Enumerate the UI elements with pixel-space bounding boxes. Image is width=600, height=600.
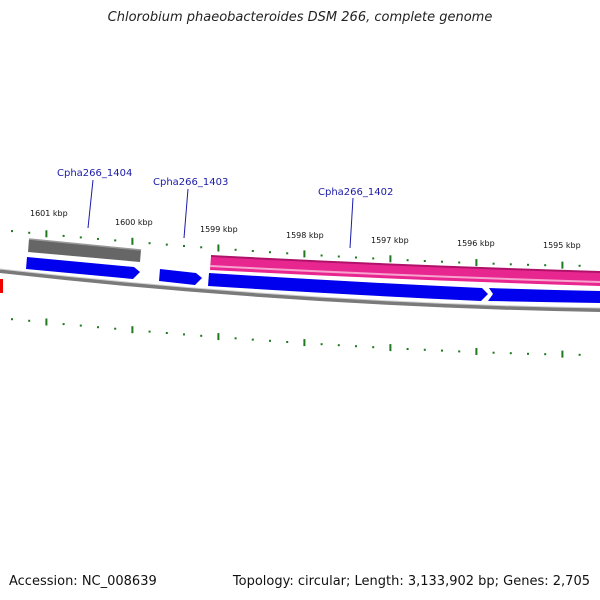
accession-text: Accession: NC_008639 [9,574,157,589]
gene-leader-1403 [183,188,189,239]
minor-tick [355,345,357,348]
minor-tick [320,254,323,257]
minor-tick [183,245,185,247]
minor-tick [509,352,512,355]
minor-tick [337,344,340,347]
minor-tick [251,250,254,252]
upper-tick-track [11,230,581,269]
major-tick [131,237,134,245]
minor-tick [79,236,82,239]
minor-tick [97,326,99,329]
minor-tick [251,338,254,341]
gene-label-1404[interactable]: Cpha266_1404 [57,168,132,179]
minor-tick [458,261,461,264]
minor-tick [62,323,65,326]
minor-tick [441,349,443,352]
cds-arrow-1403[interactable] [159,269,202,285]
minor-tick [11,318,13,321]
minor-tick [148,242,151,245]
minor-tick [527,352,529,355]
minor-tick [492,262,495,265]
major-tick [45,230,48,238]
minor-tick [200,246,203,249]
tick-label: 1601 kbp [30,209,68,218]
tick-label: 1597 kbp [371,236,409,245]
minor-tick [372,257,375,260]
gene-label-1402[interactable]: Cpha266_1402 [318,187,393,198]
minor-tick [269,251,271,254]
gray-feature-1404[interactable] [28,239,141,262]
major-tick [389,255,392,263]
minor-tick [527,263,529,266]
gene-label-1403[interactable]: Cpha266_1403 [153,177,228,188]
major-tick [389,344,392,352]
major-tick [303,250,306,258]
major-tick [217,244,220,252]
minor-tick [234,337,237,340]
minor-tick [372,346,375,349]
gene-leader-1402 [349,197,354,249]
minor-tick [11,230,13,233]
gene-leader-1404 [87,179,94,229]
minor-tick [165,332,168,334]
major-tick [131,326,134,334]
map-title: Chlorobium phaeobacteroides DSM 266, com… [107,10,493,25]
tick-label: 1600 kbp [115,218,153,227]
minor-tick [458,350,461,353]
minor-tick [79,324,82,327]
minor-tick [148,330,151,333]
major-tick [217,333,220,341]
minor-tick [269,339,271,342]
cds-arrow-1402[interactable] [208,273,488,301]
minor-tick [97,237,99,240]
minor-tick [114,239,117,242]
minor-tick [544,264,547,267]
minor-tick [165,243,168,246]
major-tick [561,350,564,358]
major-tick [475,259,478,267]
tick-label: 1596 kbp [457,239,495,248]
minor-tick [578,264,581,267]
minor-tick [544,353,547,356]
minor-tick [423,260,426,262]
major-tick [45,318,48,326]
minor-tick [578,353,581,356]
minor-tick [509,263,512,266]
red-feature[interactable] [0,279,3,293]
minor-tick [423,348,426,351]
tick-label: 1595 kbp [543,241,581,250]
major-tick [303,339,306,347]
cds-arrow-1401[interactable] [488,288,600,303]
minor-tick [337,255,340,258]
minor-tick [28,319,31,322]
minor-tick [114,327,117,330]
minor-tick [62,234,65,237]
minor-tick [286,341,289,343]
tick-label: 1598 kbp [286,231,324,240]
minor-tick [492,351,495,354]
cds-arrow-1404[interactable] [26,257,140,279]
genome-summary-text: Topology: circular; Length: 3,133,902 bp… [232,574,590,589]
minor-tick [28,231,31,234]
minor-tick [200,334,203,337]
genome-backbone [0,269,600,312]
minor-tick [406,348,409,350]
lower-tick-track [11,318,581,358]
major-tick [475,348,478,355]
minor-tick [286,252,289,255]
minor-tick [234,248,237,251]
minor-tick [355,256,357,259]
minor-tick [183,333,185,336]
minor-tick [441,260,443,263]
minor-tick [320,343,323,346]
major-tick [561,261,564,269]
minor-tick [406,259,409,262]
tick-label: 1599 kbp [200,225,238,234]
